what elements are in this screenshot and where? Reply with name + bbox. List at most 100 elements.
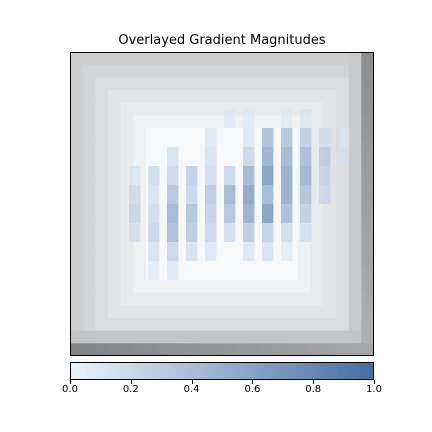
colorbar-step (272, 362, 279, 380)
base-pixel (70, 90, 84, 104)
gradient-cell (300, 166, 312, 185)
colorbar-frame (70, 362, 374, 380)
base-pixel (158, 343, 172, 356)
gradient-cell (319, 147, 331, 166)
colorbar-step (181, 362, 188, 380)
base-pixel (171, 77, 185, 91)
base-pixel (222, 292, 236, 306)
base-pixel (196, 305, 210, 319)
gradient-cell (129, 223, 141, 242)
base-pixel (361, 204, 374, 218)
base-pixel (234, 318, 248, 332)
base-pixel (82, 115, 96, 129)
gradient-cell (262, 204, 274, 223)
colorbar-step (166, 362, 172, 380)
base-pixel (120, 292, 134, 306)
base-pixel (133, 90, 147, 104)
heatmap-frame (70, 52, 374, 356)
base-pixel (120, 102, 134, 116)
base-pixel (70, 318, 84, 332)
base-pixel (272, 343, 286, 356)
colorbar-step (323, 362, 329, 380)
gradient-cell (205, 242, 217, 261)
colorbar-tick-mark (70, 380, 71, 384)
base-pixel (285, 343, 299, 356)
base-pixel (310, 90, 324, 104)
base-pixel (196, 77, 210, 91)
base-pixel (158, 102, 172, 116)
base-pixel (336, 90, 350, 104)
base-pixel (95, 267, 109, 281)
base-pixel (298, 90, 312, 104)
base-pixel (272, 305, 286, 319)
base-pixel (196, 102, 210, 116)
base-pixel (70, 229, 84, 243)
base-pixel (196, 90, 210, 104)
base-pixel (348, 216, 362, 230)
base-pixel (361, 216, 374, 230)
base-pixel (133, 292, 147, 306)
base-pixel (133, 267, 147, 281)
base-pixel (310, 280, 324, 294)
base-pixel (348, 330, 362, 344)
base-pixel (285, 90, 299, 104)
base-pixel (108, 267, 122, 281)
gradient-cell (205, 204, 217, 223)
gradient-cell (129, 166, 141, 185)
base-pixel (209, 64, 223, 78)
base-pixel (310, 77, 324, 91)
base-pixel (298, 77, 312, 91)
base-pixel (95, 305, 109, 319)
base-pixel (348, 90, 362, 104)
base-pixel (95, 242, 109, 256)
base-pixel (184, 318, 198, 332)
base-pixel (361, 102, 374, 116)
gradient-cell (129, 204, 141, 223)
base-pixel (82, 280, 96, 294)
gradient-cell (129, 185, 141, 204)
base-pixel (260, 305, 274, 319)
colorbar-step (156, 362, 162, 380)
base-pixel (285, 292, 299, 306)
colorbar-step (262, 362, 269, 380)
base-pixel (298, 343, 312, 356)
base-pixel (70, 292, 84, 306)
base-pixel (260, 292, 274, 306)
base-pixel (70, 166, 84, 180)
gradient-cell (186, 204, 198, 223)
base-pixel (361, 166, 374, 180)
base-pixel (361, 128, 374, 142)
base-pixel (348, 267, 362, 281)
colorbar-step (313, 362, 319, 380)
base-pixel (82, 90, 96, 104)
base-pixel (158, 292, 172, 306)
base-pixel (310, 115, 324, 129)
base-pixel (108, 229, 122, 243)
base-pixel (222, 330, 236, 344)
base-pixel (171, 305, 185, 319)
base-pixel (272, 318, 286, 332)
base-pixel (361, 77, 374, 91)
base-pixel (120, 128, 134, 142)
base-pixel (108, 52, 122, 66)
base-pixel (310, 216, 324, 230)
gradient-cell (262, 242, 274, 261)
gradient-cell (300, 185, 312, 204)
base-pixel (348, 280, 362, 294)
gradient-cell (186, 166, 198, 185)
base-pixel (336, 330, 350, 344)
base-pixel (247, 318, 261, 332)
gradient-cell (148, 223, 160, 242)
base-pixel (323, 343, 337, 356)
colorbar-step (222, 362, 228, 380)
base-pixel (82, 254, 96, 268)
base-pixel (260, 102, 274, 116)
base-pixel (70, 254, 84, 268)
base-pixel (209, 267, 223, 281)
base-pixel (348, 77, 362, 91)
colorbar-tick-label: 0.8 (305, 384, 322, 395)
base-pixel (70, 128, 84, 142)
base-pixel (95, 52, 109, 66)
base-pixel (323, 242, 337, 256)
base-pixel (247, 77, 261, 91)
